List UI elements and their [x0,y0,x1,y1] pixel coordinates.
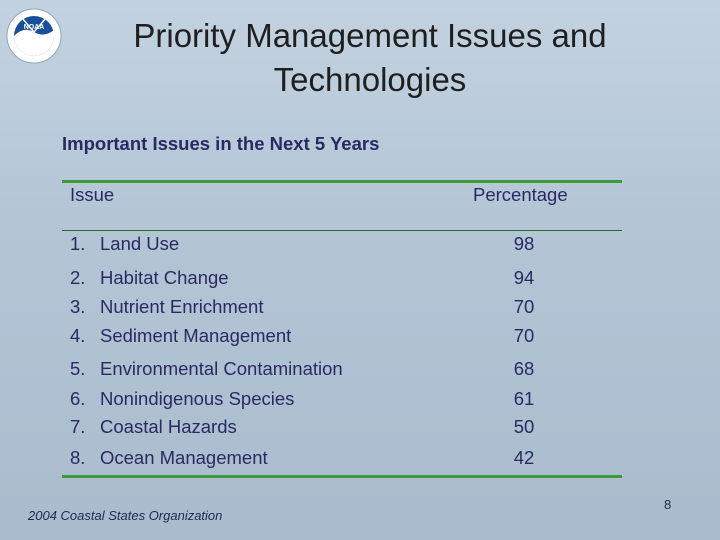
row-issue: Environmental Contamination [100,358,343,379]
footer-source: 2004 Coastal States Organization [28,508,223,523]
row-number: 8. [70,447,86,468]
row-number: 2. [70,267,86,288]
table-row: 6. Nonindigenous Species 61 [62,388,622,412]
row-percentage: 70 [513,325,535,346]
row-number: 5. [70,358,86,379]
row-percentage: 50 [513,416,535,437]
row-percentage: 94 [513,267,535,288]
row-percentage: 61 [513,388,535,409]
row-issue: Nonindigenous Species [100,388,295,409]
table-row: 7. Coastal Hazards 50 [62,416,622,440]
table-heading: Important Issues in the Next 5 Years [62,133,380,154]
column-header-percentage: Percentage [473,184,568,205]
row-percentage: 98 [513,233,535,254]
table-row: 5. Environmental Contamination 68 [62,358,622,382]
table-row: 8. Ocean Management 42 [62,447,622,471]
header-top-rule [62,180,622,183]
table-row: 2. Habitat Change 94 [62,267,622,291]
slide-title: Priority Management Issues and Technolog… [133,17,607,98]
row-number: 6. [70,388,86,409]
row-number: 1. [70,233,86,254]
table-row: 1. Land Use 98 [62,233,622,257]
header-bottom-rule [62,230,622,231]
noaa-logo: NOAA [6,8,62,64]
row-percentage: 42 [513,447,535,468]
row-issue: Sediment Management [100,325,292,346]
row-issue: Coastal Hazards [100,416,237,437]
row-percentage: 70 [513,296,535,317]
row-number: 3. [70,296,86,317]
row-issue: Habitat Change [100,267,229,288]
table-row: 3. Nutrient Enrichment 70 [62,296,622,320]
column-header-issue: Issue [70,184,115,205]
row-number: 4. [70,325,86,346]
row-issue: Ocean Management [100,447,268,468]
row-issue: Land Use [100,233,180,254]
table-row: 4. Sediment Management 70 [62,325,622,349]
row-percentage: 68 [513,358,535,379]
table-bottom-rule [62,475,622,478]
logo-text: NOAA [24,24,45,31]
row-issue: Nutrient Enrichment [100,296,264,317]
page-number: 8 [664,497,672,512]
svg-text:NOAA: NOAA [24,24,45,31]
row-number: 7. [70,416,86,437]
